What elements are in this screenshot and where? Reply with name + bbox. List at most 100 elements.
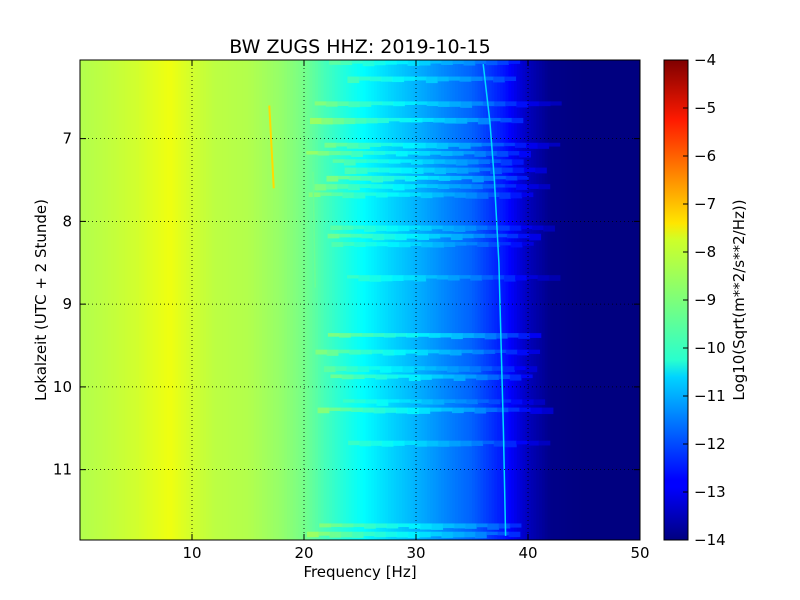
time-band [448,184,461,189]
time-band [392,76,405,83]
time-band [428,233,441,239]
spectral-column [626,60,630,540]
time-band [516,184,528,190]
time-band [525,366,538,373]
time-band [373,407,386,414]
time-band [465,192,478,199]
spectral-column [530,60,535,540]
time-band [404,184,416,190]
spectral-column [628,60,633,540]
spectral-column [245,60,249,540]
time-band [432,242,445,248]
spectral-column [438,60,442,540]
time-band [460,101,473,108]
time-band [475,225,488,230]
time-band [492,142,505,147]
time-band [512,167,525,174]
spectral-column [424,60,428,540]
spectral-column [561,60,565,540]
time-band [347,275,359,279]
time-band [491,366,504,371]
time-band [429,151,442,155]
spectral-column [421,60,425,540]
x-tick-label: 50 [630,544,649,562]
spectral-column [203,60,207,540]
colorbar-tick-label: −12 [694,435,726,453]
time-band [520,225,533,230]
spectral-column [194,60,199,540]
time-band [471,540,483,546]
time-band [520,374,533,379]
time-band [423,167,435,173]
time-band [417,233,430,240]
spectral-column [292,60,297,540]
time-band [317,407,330,414]
spectral-column [600,60,605,540]
time-band [382,349,395,356]
time-band [465,242,478,246]
spectral-column [287,60,291,540]
time-band [508,60,521,64]
time-band [454,242,467,246]
spectral-column [407,60,411,540]
colorbar-tick-label: −13 [694,483,726,501]
time-band [451,333,463,340]
time-band [368,366,381,370]
spectral-column [500,60,504,540]
time-band [442,374,455,379]
time-band [463,407,476,412]
spectral-column [432,60,437,540]
time-band [424,366,437,371]
x-tick-label: 40 [518,544,537,562]
time-band [406,233,418,239]
time-band [482,440,495,445]
time-band [504,184,517,188]
time-band [529,233,542,241]
spectral-column [522,60,526,540]
time-band [399,159,412,163]
time-band [470,76,483,81]
time-band [420,523,432,530]
time-band [471,184,484,190]
spectral-column [435,60,439,540]
time-band [537,275,550,281]
time-band [395,333,407,337]
time-band [351,407,364,412]
time-band [306,151,319,155]
time-band [467,159,479,165]
spectral-column [85,60,89,540]
spectral-column [578,60,582,540]
spectral-column [225,60,229,540]
streak-17hz [268,105,275,189]
time-band [511,159,524,165]
spectral-column [124,60,129,540]
spectral-column [105,60,109,540]
spectral-column [315,60,319,540]
time-band [519,407,532,412]
time-band [503,275,516,282]
spectral-column [208,60,213,540]
time-band [323,366,336,373]
time-band [358,142,370,150]
spectral-column [469,60,473,540]
time-band [408,225,421,230]
spectral-column [318,60,322,540]
time-band [385,531,398,537]
time-band [476,374,488,381]
time-band [490,167,503,175]
spectral-column [234,60,238,540]
spectral-column [312,60,316,540]
time-band [516,175,529,180]
time-band [330,523,343,527]
time-band [452,407,464,414]
time-band [448,76,461,81]
colorbar-tick-label: −14 [694,531,726,549]
time-band [428,333,441,338]
time-band [425,76,438,84]
time-band [427,349,440,354]
spectral-column [542,60,546,540]
time-band [348,540,360,546]
time-band [332,159,345,163]
spectral-column [329,60,333,540]
time-band [453,523,466,529]
